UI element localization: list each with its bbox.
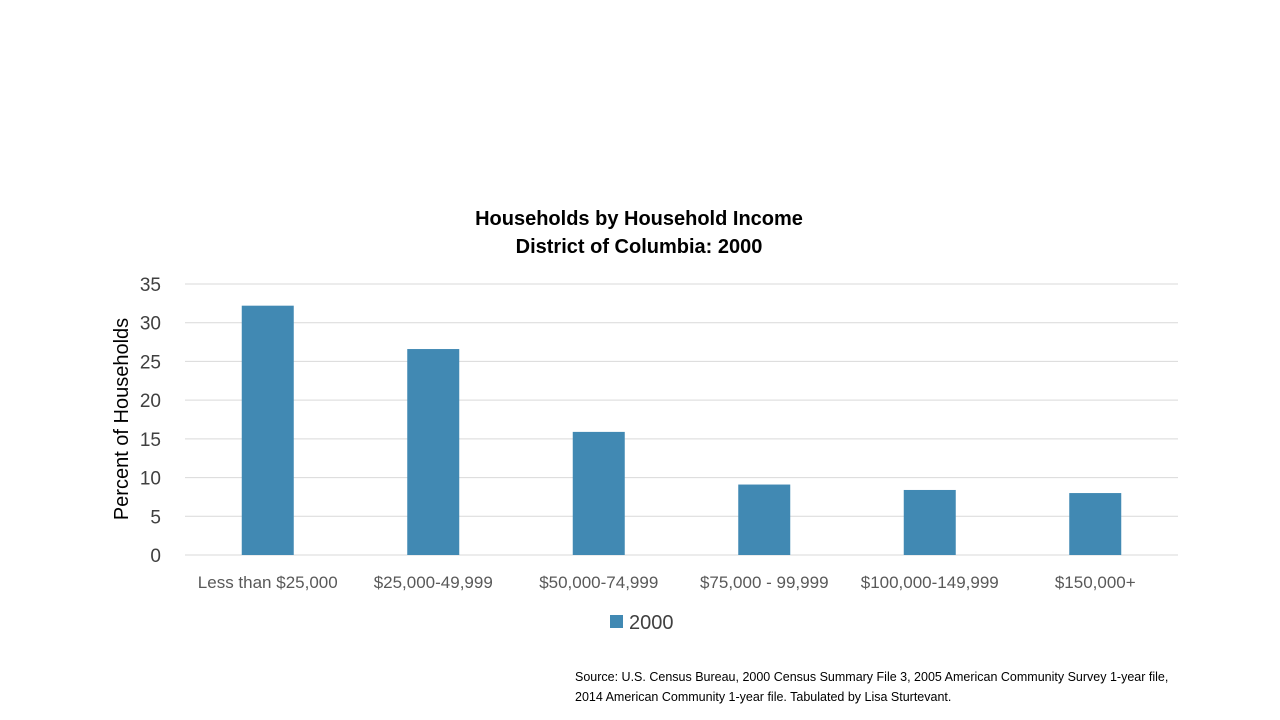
bar <box>903 489 956 555</box>
chart-title: Households by Household Income District … <box>475 208 803 258</box>
chart-title-line-2: District of Columbia: 2000 <box>516 236 763 258</box>
x-tick-label: $25,000-49,999 <box>374 573 493 592</box>
gridlines <box>185 283 1178 556</box>
bar <box>1069 493 1122 555</box>
y-tick-label: 35 <box>140 275 161 296</box>
y-tick-label: 10 <box>140 469 161 490</box>
y-tick-label: 20 <box>140 391 161 412</box>
chart-title-line-1: Households by Household Income <box>475 208 803 230</box>
x-tick-label: Less than $25,000 <box>198 573 338 592</box>
y-axis-label: Percent of Households <box>111 318 133 520</box>
bars <box>241 305 1122 555</box>
y-axis-ticks: 0 5 10 15 20 25 30 35 <box>140 275 161 567</box>
source-line-2: 2014 American Community 1-year file. Tab… <box>575 690 952 704</box>
bar <box>407 349 460 555</box>
source-note: Source: U.S. Census Bureau, 2000 Census … <box>575 667 1265 707</box>
y-tick-label: 25 <box>140 352 161 373</box>
source-line-1: Source: U.S. Census Bureau, 2000 Census … <box>575 670 1169 684</box>
y-tick-label: 0 <box>150 546 161 567</box>
bar <box>572 431 625 555</box>
x-tick-label: $75,000 - 99,999 <box>700 573 829 592</box>
y-tick-label: 5 <box>150 507 161 528</box>
x-tick-label: $150,000+ <box>1055 573 1136 592</box>
legend: 2000 <box>610 612 674 634</box>
legend-swatch <box>610 615 623 628</box>
x-axis-ticks: Less than $25,000 $25,000-49,999 $50,000-7… <box>198 573 1136 592</box>
bar <box>241 305 294 555</box>
y-tick-label: 30 <box>140 314 161 335</box>
x-tick-label: $50,000-74,999 <box>539 573 658 592</box>
y-tick-label: 15 <box>140 430 161 451</box>
bar <box>738 484 791 555</box>
x-tick-label: $100,000-149,999 <box>861 573 999 592</box>
legend-label: 2000 <box>629 612 674 634</box>
